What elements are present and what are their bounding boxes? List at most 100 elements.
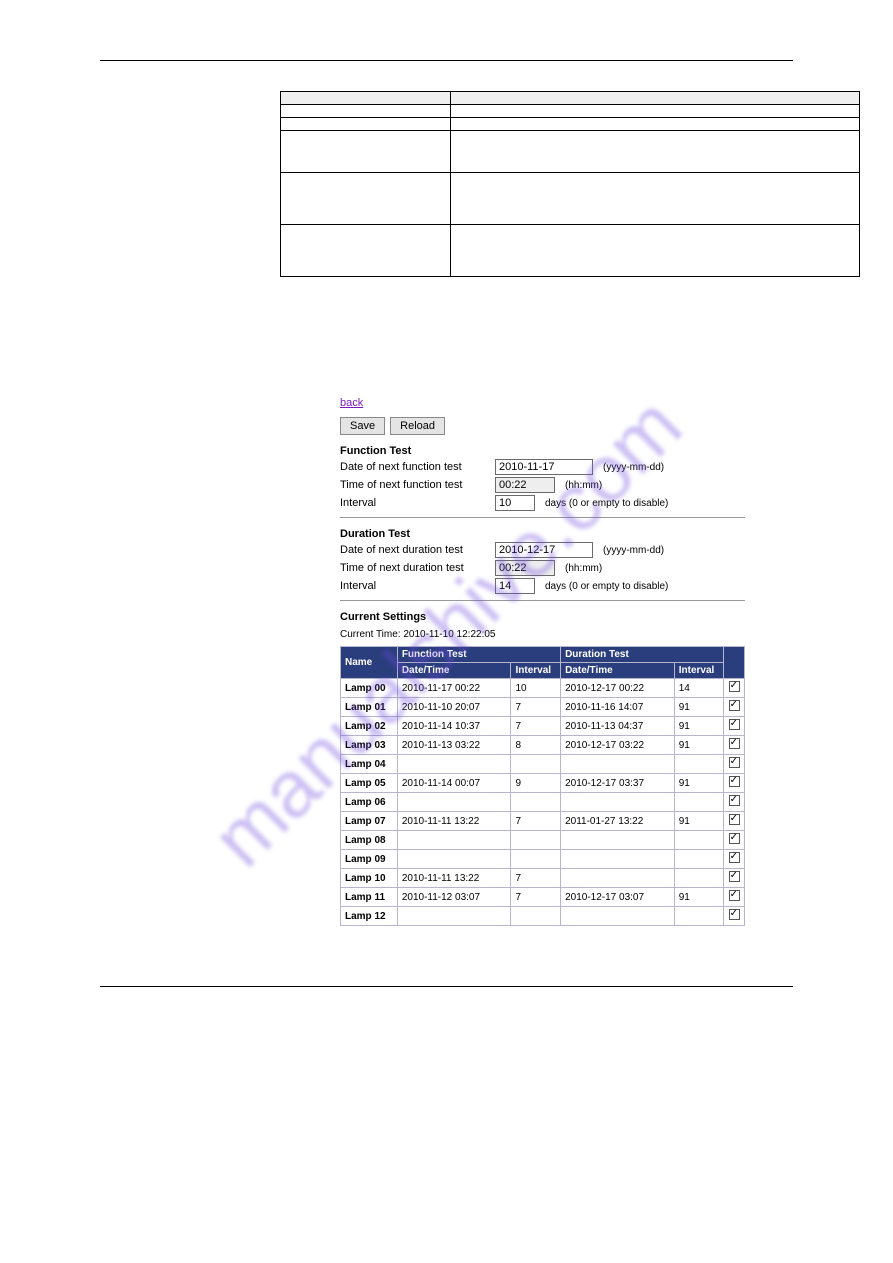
cell-dt-interval: 14: [674, 679, 724, 698]
settings-row: Lamp 04: [341, 755, 745, 774]
row-checkbox[interactable]: [729, 814, 740, 825]
def-value: [451, 131, 860, 173]
cell-ft-datetime: 2010-11-17 00:22: [397, 679, 511, 698]
reload-button[interactable]: Reload: [390, 417, 445, 435]
settings-row: Lamp 06: [341, 793, 745, 812]
cell-dt-datetime: 2010-11-16 14:07: [561, 698, 675, 717]
cell-name: Lamp 06: [341, 793, 398, 812]
cell-ft-interval: [511, 850, 561, 869]
settings-row: Lamp 12: [341, 907, 745, 926]
cell-ft-interval: 10: [511, 679, 561, 698]
cell-dt-interval: [674, 869, 724, 888]
footer-rule: [100, 986, 793, 987]
settings-row: Lamp 072010-11-11 13:2272011-01-27 13:22…: [341, 812, 745, 831]
dt-date-input[interactable]: [495, 542, 593, 558]
th-duration-test: Duration Test: [561, 647, 724, 663]
current-settings-title: Current Settings: [340, 611, 745, 623]
cell-dt-datetime: [561, 850, 675, 869]
cell-ft-datetime: 2010-11-11 13:22: [397, 812, 511, 831]
settings-row: Lamp 052010-11-14 00:0792010-12-17 03:37…: [341, 774, 745, 793]
th-checkbox: [724, 647, 745, 679]
cell-checkbox: [724, 717, 745, 736]
ft-interval-hint: days (0 or empty to disable): [545, 498, 668, 509]
settings-row: Lamp 112010-11-12 03:0772010-12-17 03:07…: [341, 888, 745, 907]
dt-interval-row: Interval days (0 or empty to disable): [340, 578, 745, 594]
row-checkbox[interactable]: [729, 852, 740, 863]
row-checkbox[interactable]: [729, 795, 740, 806]
def-header-val: [451, 92, 860, 105]
cell-ft-interval: 8: [511, 736, 561, 755]
cell-ft-interval: [511, 793, 561, 812]
cell-name: Lamp 00: [341, 679, 398, 698]
def-value: [451, 105, 860, 118]
row-checkbox[interactable]: [729, 776, 740, 787]
dt-date-hint: (yyyy-mm-dd): [603, 545, 664, 556]
cell-dt-interval: [674, 831, 724, 850]
row-checkbox[interactable]: [729, 833, 740, 844]
cell-dt-datetime: [561, 869, 675, 888]
ft-time-input[interactable]: [495, 477, 555, 493]
def-row: [281, 131, 860, 173]
def-row: [281, 173, 860, 225]
cell-dt-interval: 91: [674, 717, 724, 736]
dt-time-row: Time of next duration test (hh:mm): [340, 560, 745, 576]
cell-ft-datetime: [397, 850, 511, 869]
cell-name: Lamp 01: [341, 698, 398, 717]
cell-name: Lamp 02: [341, 717, 398, 736]
cell-name: Lamp 11: [341, 888, 398, 907]
ft-date-label: Date of next function test: [340, 461, 495, 473]
row-checkbox[interactable]: [729, 719, 740, 730]
cell-ft-interval: [511, 831, 561, 850]
cell-dt-datetime: [561, 831, 675, 850]
back-link[interactable]: back: [340, 397, 363, 409]
row-checkbox[interactable]: [729, 757, 740, 768]
cell-name: Lamp 03: [341, 736, 398, 755]
dt-interval-input[interactable]: [495, 578, 535, 594]
th-name: Name: [341, 647, 398, 679]
cell-checkbox: [724, 907, 745, 926]
row-checkbox[interactable]: [729, 909, 740, 920]
cell-name: Lamp 09: [341, 850, 398, 869]
ft-interval-row: Interval days (0 or empty to disable): [340, 495, 745, 511]
definition-table: [280, 91, 860, 277]
cell-checkbox: [724, 793, 745, 812]
ft-date-hint: (yyyy-mm-dd): [603, 462, 664, 473]
form-divider: [340, 517, 745, 518]
row-checkbox[interactable]: [729, 738, 740, 749]
cell-checkbox: [724, 755, 745, 774]
th-function-test: Function Test: [397, 647, 560, 663]
save-button[interactable]: Save: [340, 417, 385, 435]
cell-checkbox: [724, 736, 745, 755]
cell-dt-interval: 91: [674, 698, 724, 717]
dt-interval-label: Interval: [340, 580, 495, 592]
cell-checkbox: [724, 888, 745, 907]
cell-ft-datetime: 2010-11-14 10:37: [397, 717, 511, 736]
cell-ft-datetime: 2010-11-10 20:07: [397, 698, 511, 717]
def-key: [281, 173, 451, 225]
ft-interval-input[interactable]: [495, 495, 535, 511]
cell-name: Lamp 08: [341, 831, 398, 850]
settings-row: Lamp 032010-11-13 03:2282010-12-17 03:22…: [341, 736, 745, 755]
settings-row: Lamp 102010-11-11 13:227: [341, 869, 745, 888]
def-value: [451, 225, 860, 277]
ft-date-row: Date of next function test (yyyy-mm-dd): [340, 459, 745, 475]
row-checkbox[interactable]: [729, 700, 740, 711]
cell-name: Lamp 12: [341, 907, 398, 926]
dt-time-input[interactable]: [495, 560, 555, 576]
cell-checkbox: [724, 850, 745, 869]
def-value: [451, 173, 860, 225]
cell-dt-datetime: 2010-12-17 03:37: [561, 774, 675, 793]
row-checkbox[interactable]: [729, 681, 740, 692]
cell-dt-interval: 91: [674, 812, 724, 831]
form-divider-2: [340, 600, 745, 601]
function-test-title: Function Test: [340, 445, 745, 457]
cell-name: Lamp 07: [341, 812, 398, 831]
ft-time-row: Time of next function test (hh:mm): [340, 477, 745, 493]
cell-ft-interval: 7: [511, 869, 561, 888]
ft-date-input[interactable]: [495, 459, 593, 475]
cell-dt-datetime: 2010-11-13 04:37: [561, 717, 675, 736]
row-checkbox[interactable]: [729, 890, 740, 901]
cell-checkbox: [724, 831, 745, 850]
cell-dt-datetime: 2010-12-17 03:22: [561, 736, 675, 755]
row-checkbox[interactable]: [729, 871, 740, 882]
